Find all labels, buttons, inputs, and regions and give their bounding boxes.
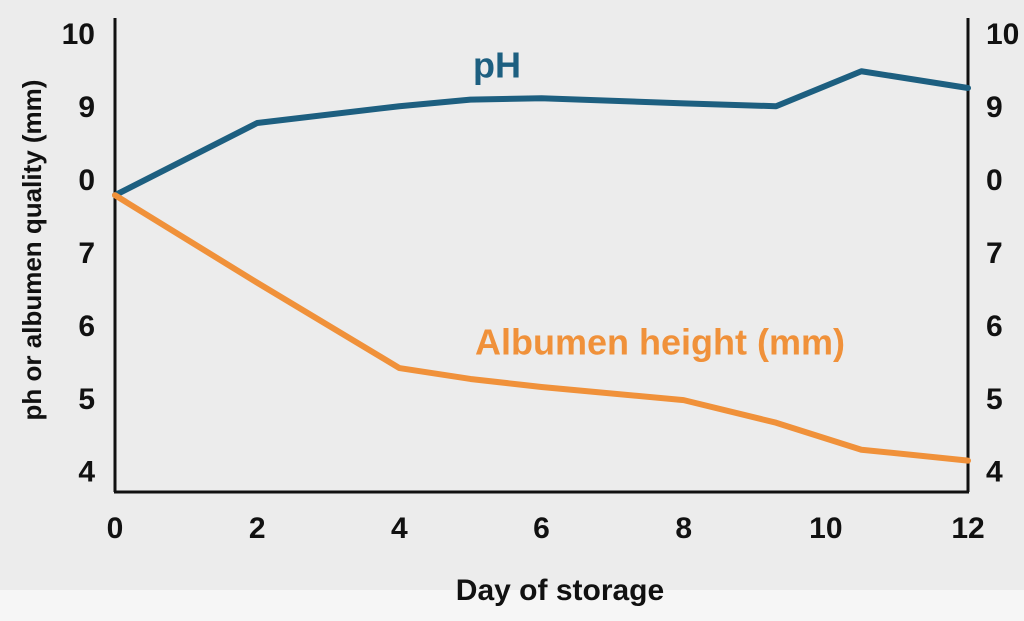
y-tick-label: 0 bbox=[78, 164, 95, 197]
x-tick-label: 4 bbox=[391, 512, 408, 545]
x-tick-label: 0 bbox=[107, 512, 124, 545]
series-label: Albumen height (mm) bbox=[475, 322, 845, 363]
y-tick-label: 9 bbox=[78, 91, 95, 124]
x-tick-label: 12 bbox=[951, 512, 984, 545]
x-tick-label: 2 bbox=[249, 512, 266, 545]
y-tick-label: 4 bbox=[78, 456, 95, 489]
x-tick-label: 8 bbox=[675, 512, 692, 545]
y-tick-label: 6 bbox=[78, 310, 95, 343]
series-label: pH bbox=[473, 45, 521, 86]
line bbox=[112, 192, 971, 464]
footer-band bbox=[0, 590, 1024, 621]
y-tick-label: 10 bbox=[62, 18, 95, 51]
y2-tick-label: 6 bbox=[986, 310, 1003, 343]
line bbox=[112, 68, 971, 199]
y2-tick-label: 0 bbox=[986, 164, 1003, 197]
y2-tick-label: 4 bbox=[986, 456, 1003, 489]
y2-tick-label: 5 bbox=[986, 383, 1003, 416]
x-tick-label: 10 bbox=[809, 512, 842, 545]
y2-tick-label: 10 bbox=[986, 18, 1019, 51]
y2-tick-label: 9 bbox=[986, 91, 1003, 124]
y-tick-label: 5 bbox=[78, 383, 95, 416]
y-axis-title: ph or albumen quality (mm) bbox=[17, 80, 47, 421]
x-tick-label: 6 bbox=[533, 512, 550, 545]
x-axis-title: Day of storage bbox=[456, 574, 664, 607]
y2-tick-label: 7 bbox=[986, 237, 1003, 270]
y-tick-label: 7 bbox=[78, 237, 95, 270]
